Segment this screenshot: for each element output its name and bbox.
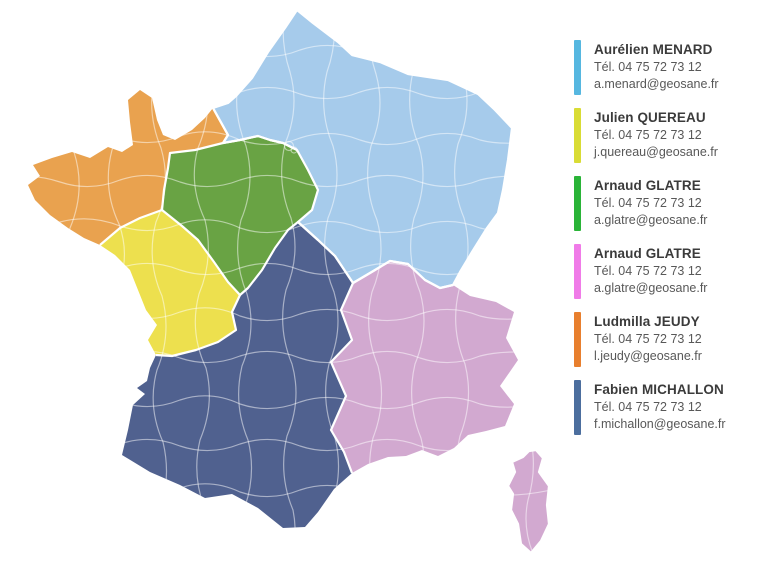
zone-borders <box>99 8 551 555</box>
legend-item-quereau: Julien QUEREAU Tél. 04 75 72 73 12 j.que… <box>574 108 764 163</box>
contact-phone: Tél. 04 75 72 73 12 <box>594 196 702 210</box>
zone-west-loire-poitou[interactable] <box>100 210 240 356</box>
legend-item-glatre-pink: Arnaud GLATRE Tél. 04 75 72 73 12 a.glat… <box>574 244 764 299</box>
zone-corsica[interactable] <box>508 450 549 553</box>
zone-southeast[interactable] <box>331 261 518 473</box>
contact-email[interactable]: f.michallon@geosane.fr <box>594 416 726 431</box>
contact-email[interactable]: l.jeudy@geosane.fr <box>594 348 702 363</box>
legend-color-bar <box>574 312 581 367</box>
legend-color-bar <box>574 380 581 435</box>
contact-phone: Tél. 04 75 72 73 12 <box>594 128 702 142</box>
legend-color-bar <box>574 40 581 95</box>
contact-phone: Tél. 04 75 72 73 12 <box>594 264 702 278</box>
zone-brittany-normandy[interactable] <box>28 90 228 245</box>
zone-north-northeast[interactable] <box>213 10 512 288</box>
contact-email[interactable]: j.quereau@geosane.fr <box>594 144 718 159</box>
contact-email[interactable]: a.glatre@geosane.fr <box>594 280 708 295</box>
contact-name: Aurélien MENARD <box>594 42 713 57</box>
contact-name: Ludmilla JEUDY <box>594 314 700 329</box>
contact-email[interactable]: a.glatre@geosane.fr <box>594 212 708 227</box>
legend-color-bar <box>574 108 581 163</box>
contact-phone: Tél. 04 75 72 73 12 <box>594 60 702 74</box>
contact-name: Fabien MICHALLON <box>594 382 724 397</box>
contact-name: Arnaud GLATRE <box>594 246 701 261</box>
contact-email[interactable]: a.menard@geosane.fr <box>594 76 719 91</box>
contact-name: Arnaud GLATRE <box>594 178 701 193</box>
legend-color-bar <box>574 176 581 231</box>
france-map <box>28 8 551 555</box>
zone-southwest[interactable] <box>122 222 353 528</box>
legend-item-michallon: Fabien MICHALLON Tél. 04 75 72 73 12 f.m… <box>574 380 764 435</box>
contact-phone: Tél. 04 75 72 73 12 <box>594 332 702 346</box>
legend-item-menard: Aurélien MENARD Tél. 04 75 72 73 12 a.me… <box>574 40 764 95</box>
legend-item-glatre-green: Arnaud GLATRE Tél. 04 75 72 73 12 a.glat… <box>574 176 764 231</box>
contact-legend: Aurélien MENARD Tél. 04 75 72 73 12 a.me… <box>574 40 764 435</box>
legend-color-bar <box>574 244 581 299</box>
contact-phone: Tél. 04 75 72 73 12 <box>594 400 702 414</box>
contact-name: Julien QUEREAU <box>594 110 706 125</box>
legend-item-jeudy: Ludmilla JEUDY Tél. 04 75 72 73 12 l.jeu… <box>574 312 764 367</box>
